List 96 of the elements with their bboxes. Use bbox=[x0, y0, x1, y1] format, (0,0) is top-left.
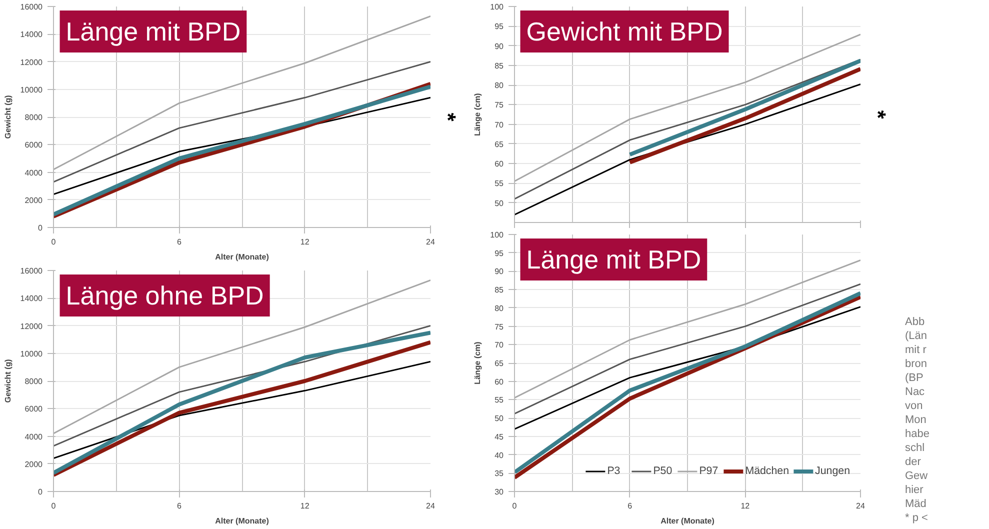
y-tick-label: 10000 bbox=[20, 85, 44, 94]
text: * bbox=[436, 112, 460, 122]
y-tick-label: 85 bbox=[494, 61, 504, 70]
x-tick-label: 24 bbox=[426, 238, 436, 246]
y-tick-label: 30 bbox=[494, 488, 504, 496]
text: (Län bbox=[905, 330, 928, 342]
line-series bbox=[54, 279, 430, 434]
y-tick-label: 95 bbox=[494, 22, 504, 32]
text: Gew bbox=[905, 470, 928, 482]
y-axis-title: Länge (cm) bbox=[473, 92, 482, 136]
x-tick-label: 0 bbox=[51, 238, 56, 246]
text: Mon bbox=[905, 414, 926, 426]
text: der bbox=[905, 456, 921, 468]
legend-label: P50 bbox=[653, 465, 674, 477]
legend-label: Jungen bbox=[815, 465, 850, 477]
line-series bbox=[54, 61, 430, 183]
text: habe bbox=[905, 428, 930, 440]
y-tick-label: 0 bbox=[38, 224, 44, 232]
x-axis-title: Alter (Monate) bbox=[215, 516, 270, 526]
y-tick-label: 75 bbox=[494, 322, 504, 332]
text: hier bbox=[905, 484, 924, 496]
y-tick-label: 55 bbox=[494, 396, 504, 405]
text: von bbox=[905, 400, 923, 412]
legend-label: P3 bbox=[607, 465, 622, 477]
legend-label: P97 bbox=[699, 465, 720, 477]
y-tick-label: 0 bbox=[38, 488, 44, 496]
y-tick-label: 65 bbox=[494, 140, 504, 149]
y-tick-label: 70 bbox=[494, 340, 504, 350]
y-tick-label: 40 bbox=[494, 450, 504, 460]
y-tick-label: 2000 bbox=[24, 196, 44, 205]
y-tick-label: 4000 bbox=[24, 432, 44, 442]
text: Mäd bbox=[905, 498, 926, 510]
x-tick-label: 12 bbox=[300, 238, 310, 246]
y-tick-label: 12000 bbox=[20, 58, 44, 67]
y-tick-label: 65 bbox=[494, 359, 504, 368]
text: Abb bbox=[905, 316, 925, 328]
x-tick-label: 12 bbox=[740, 502, 750, 510]
x-tick-label: 6 bbox=[176, 502, 182, 510]
text: * p < bbox=[905, 512, 928, 524]
y-tick-label: 100 bbox=[490, 230, 504, 240]
line-series bbox=[514, 84, 860, 216]
y-tick-label: 60 bbox=[494, 160, 504, 169]
y-tick-label: 75 bbox=[494, 100, 504, 110]
y-tick-label: 8000 bbox=[24, 113, 44, 122]
line-series bbox=[54, 15, 430, 170]
x-tick-label: 24 bbox=[856, 502, 866, 510]
y-tick-label: 14000 bbox=[20, 30, 44, 40]
y-tick-label: 10000 bbox=[20, 349, 44, 358]
text: Nac bbox=[905, 386, 925, 398]
text: bron bbox=[905, 358, 928, 370]
y-tick-label: 4000 bbox=[24, 168, 44, 178]
line-series bbox=[54, 360, 430, 460]
y-tick-label: 70 bbox=[494, 120, 504, 130]
chart-title: Gewicht mit BPD bbox=[526, 16, 723, 46]
y-tick-label: 12000 bbox=[20, 322, 44, 331]
text: (BP bbox=[905, 372, 924, 384]
x-tick-label: 24 bbox=[426, 502, 436, 510]
y-tick-label: 50 bbox=[494, 198, 504, 208]
chart-title: Länge mit BPD bbox=[66, 16, 241, 46]
text: * bbox=[866, 110, 890, 120]
y-tick-label: 90 bbox=[494, 42, 504, 51]
x-axis-title: Alter (Monate) bbox=[215, 252, 270, 262]
y-tick-label: 45 bbox=[494, 432, 504, 442]
text: schl bbox=[905, 442, 925, 454]
y-tick-label: 60 bbox=[494, 377, 504, 386]
y-tick-label: 55 bbox=[494, 179, 504, 188]
y-tick-label: 6000 bbox=[24, 140, 44, 150]
legend-label: Mädchen bbox=[745, 465, 790, 477]
y-tick-label: 16000 bbox=[20, 2, 44, 12]
x-tick-label: 0 bbox=[512, 502, 518, 510]
y-tick-label: 14000 bbox=[20, 294, 44, 304]
y-tick-label: 2000 bbox=[24, 460, 44, 469]
x-axis-title: Alter (Monate) bbox=[660, 516, 715, 526]
y-tick-label: 100 bbox=[490, 2, 504, 12]
x-tick-label: 12 bbox=[300, 502, 310, 510]
y-tick-label: 80 bbox=[494, 304, 504, 313]
chart-title: Länge ohne BPD bbox=[66, 280, 264, 310]
y-tick-label: 90 bbox=[494, 267, 504, 276]
y-tick-label: 80 bbox=[494, 81, 504, 90]
y-axis-title: Länge (cm) bbox=[473, 341, 482, 384]
y-tick-label: 8000 bbox=[24, 377, 44, 386]
y-tick-label: 95 bbox=[494, 248, 504, 258]
x-tick-label: 6 bbox=[628, 502, 633, 510]
y-tick-label: 35 bbox=[494, 469, 504, 478]
y-tick-label: 85 bbox=[494, 286, 504, 295]
y-axis-title: Gewicht (g) bbox=[3, 94, 12, 139]
chart-title: Länge mit BPD bbox=[526, 244, 702, 274]
y-tick-label: 16000 bbox=[20, 266, 44, 276]
y-tick-label: 50 bbox=[494, 414, 504, 424]
line-series bbox=[514, 58, 860, 200]
text: mit r bbox=[905, 344, 926, 356]
x-tick-label: 6 bbox=[176, 238, 182, 246]
line-series bbox=[514, 283, 860, 414]
y-axis-title: Gewicht (g) bbox=[3, 358, 12, 403]
x-tick-label: 0 bbox=[51, 502, 56, 510]
y-tick-label: 6000 bbox=[24, 404, 44, 414]
